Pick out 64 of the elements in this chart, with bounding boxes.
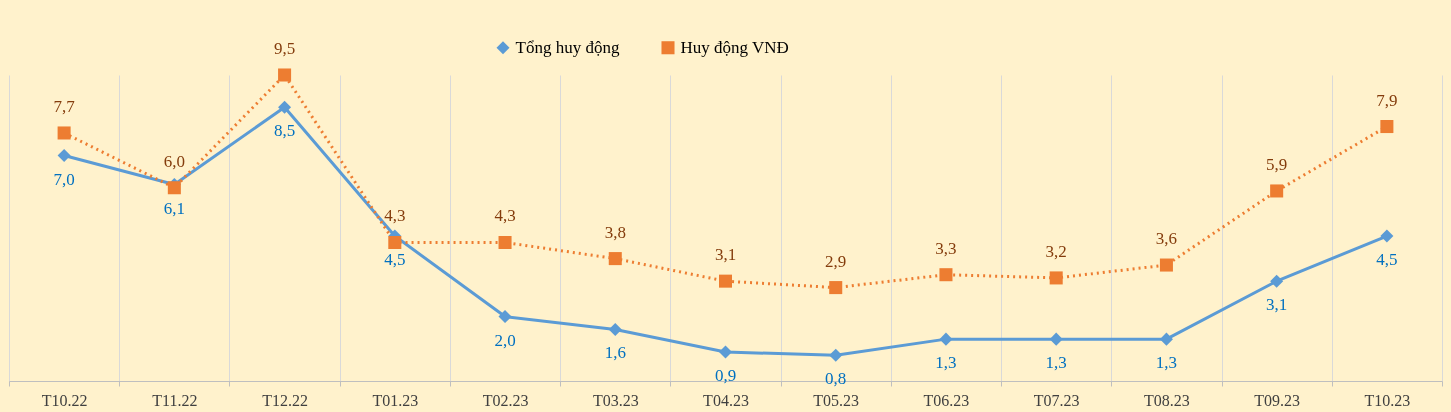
data-label: 6,0 (163, 151, 185, 171)
point (388, 235, 402, 250)
data-label: 4,3 (494, 206, 516, 226)
point (1380, 229, 1394, 243)
x-tick-label: T02.23 (482, 391, 529, 409)
x-tick-label: T07.23 (1033, 391, 1080, 409)
x-tick-label: T09.23 (1254, 391, 1301, 409)
data-label: 8,5 (273, 121, 296, 141)
data-label: 3,6 (1155, 229, 1178, 249)
data-label: 4,3 (384, 206, 406, 226)
point (1049, 271, 1063, 285)
x-tick-label: T11.22 (152, 391, 198, 409)
data-label: 7,7 (53, 96, 76, 116)
data-label: 9,5 (273, 39, 296, 58)
x-tick-label: T03.23 (592, 391, 639, 409)
x-tick-label: T08.23 (1144, 391, 1190, 409)
data-label: 1,6 (604, 343, 626, 363)
point (57, 149, 71, 163)
x-tick-label: T01.23 (372, 391, 419, 409)
data-label: 2,0 (494, 330, 516, 350)
data-label: 1,3 (1155, 353, 1178, 373)
data-label: 1,3 (935, 353, 957, 373)
data-label: 1,3 (1045, 353, 1067, 373)
legend-label: Tổng huy động (515, 37, 620, 57)
point (829, 281, 843, 295)
data-label: 3,1 (714, 245, 737, 265)
point (608, 322, 622, 336)
x-tick-label: T06.23 (923, 391, 970, 409)
point (278, 100, 292, 114)
data-label: 3,2 (1045, 241, 1067, 261)
point (939, 268, 953, 282)
x-tick-label: T12.22 (262, 391, 308, 409)
point (498, 235, 512, 250)
data-label: 5,9 (1266, 154, 1288, 174)
data-label: 3,3 (935, 238, 957, 258)
legend-label: Huy động VNĐ (680, 37, 789, 57)
point (1049, 332, 1063, 346)
data-label: 3,8 (604, 222, 626, 242)
data-label: 7,0 (53, 169, 75, 189)
point (939, 332, 953, 346)
point (1159, 258, 1173, 272)
point (718, 274, 733, 288)
data-label: 6,1 (163, 198, 185, 218)
point (1270, 274, 1284, 288)
point (278, 68, 292, 82)
data-label: 3,1 (1266, 295, 1288, 315)
point (1270, 184, 1284, 198)
point (608, 252, 622, 266)
data-label: 0,8 (825, 369, 847, 389)
x-tick-label: T10.22 (41, 391, 88, 409)
data-label: 2,9 (825, 251, 847, 271)
point (1159, 332, 1173, 346)
data-label: 0,9 (714, 366, 737, 386)
x-tick-label: T10.23 (1364, 391, 1411, 409)
data-label: 4,5 (1376, 250, 1398, 270)
x-tick-label: T05.23 (813, 391, 860, 409)
point (1380, 120, 1394, 134)
data-label: 7,9 (1376, 90, 1398, 110)
point (829, 348, 843, 362)
point (498, 310, 512, 324)
point (718, 345, 733, 359)
point (57, 126, 71, 140)
x-tick-label: T04.23 (703, 391, 749, 409)
data-label: 4,5 (384, 250, 406, 270)
